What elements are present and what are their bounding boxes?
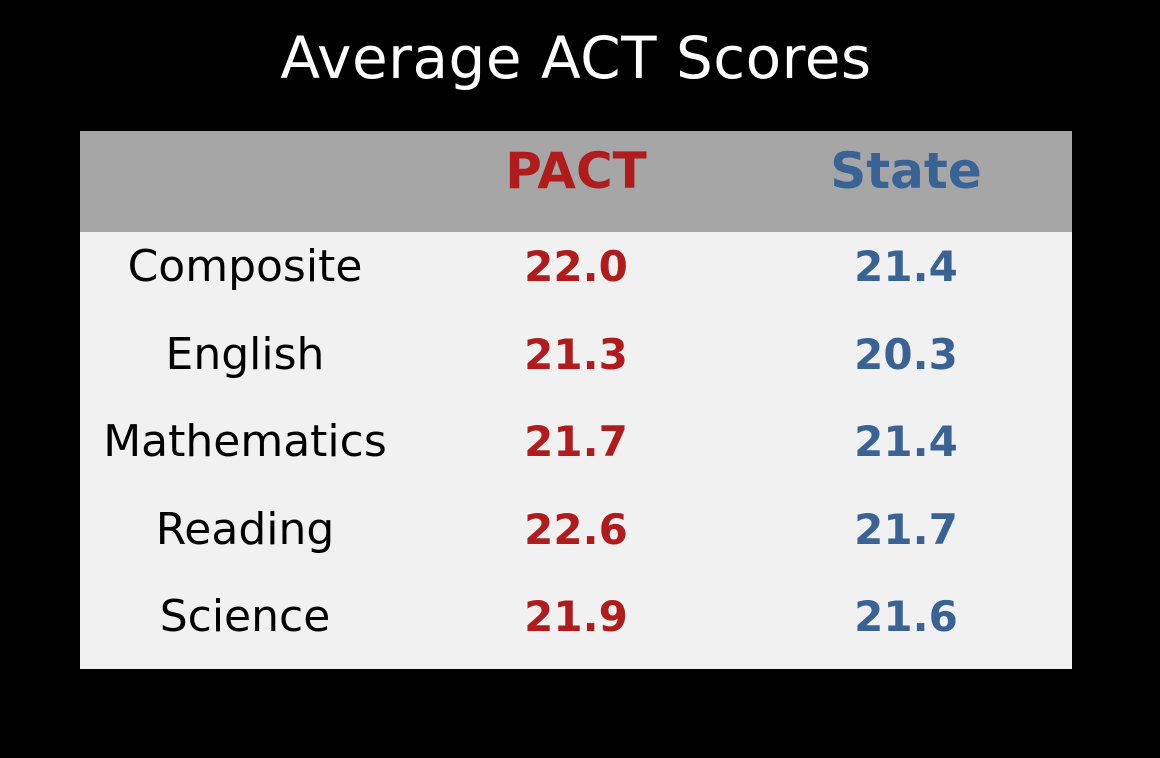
row-label: Reading <box>155 503 335 555</box>
state-value: 21.4 <box>854 417 958 466</box>
row-label: English <box>165 328 325 380</box>
column-header-state: State <box>830 142 982 200</box>
state-value: 20.3 <box>854 329 958 379</box>
pact-value: 21.7 <box>524 417 628 466</box>
table-header: PACT State <box>80 131 1072 232</box>
state-value: 21.7 <box>854 504 958 554</box>
pact-value: 22.6 <box>524 504 628 554</box>
table-row: English 21.3 20.3 <box>80 311 1072 398</box>
row-label: Science <box>159 591 331 642</box>
table-row: Reading 22.6 21.7 <box>80 486 1072 573</box>
pact-value: 21.9 <box>524 592 628 641</box>
table-row: Mathematics 21.7 21.4 <box>80 398 1072 485</box>
scores-table: PACT State Composite 22.0 21.4 English 21.3 2… <box>80 131 1072 669</box>
pact-value: 22.0 <box>524 242 628 291</box>
state-value: 21.6 <box>854 592 958 641</box>
table-row: Composite 22.0 21.4 <box>80 223 1072 310</box>
table-row: Science 21.9 21.6 <box>80 573 1072 660</box>
row-label: Composite <box>127 241 363 292</box>
state-value: 21.4 <box>854 242 958 291</box>
column-header-pact: PACT <box>505 142 647 200</box>
row-label: Mathematics <box>103 416 387 467</box>
chart-title: Average ACT Scores <box>280 24 872 92</box>
pact-value: 21.3 <box>524 329 628 379</box>
